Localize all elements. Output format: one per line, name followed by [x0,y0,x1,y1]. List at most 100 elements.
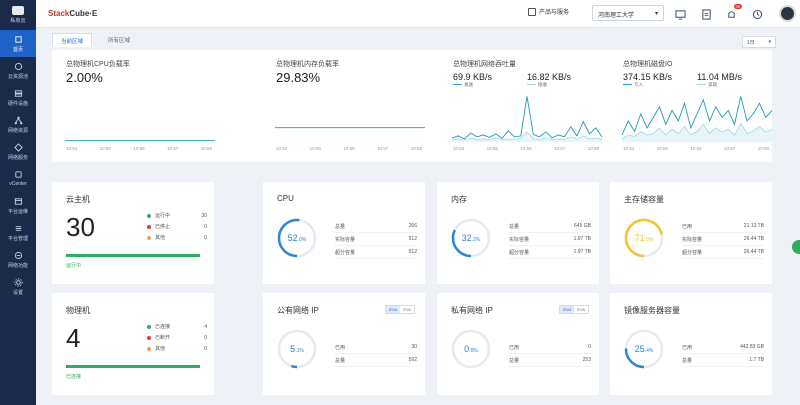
vm-card[interactable]: 云主机 30 运行中 30 已停止 0 其他 0 运行中 [52,182,214,284]
alert-badge: 99 [733,4,742,9]
status-label: 其他 [155,346,166,352]
disk-io-chart [621,96,773,142]
time-range-select[interactable]: 1日 ▾ [742,36,776,48]
document-icon[interactable] [701,7,712,20]
history-icon[interactable] [752,7,763,20]
sidebar-item-4[interactable]: 网络服务 [0,138,36,165]
usage-ring [277,329,317,369]
usage-percent-value: 32 [461,233,472,243]
status-row: 其他 0 [147,343,207,354]
metric-disk: 总物理机磁盘IO 374.15 KB/s 写入 11.04 MB/s 读取 10… [609,50,773,162]
vm-status-list: 运行中 30 已停止 0 其他 0 [147,210,207,243]
ip-version-option[interactable]: IPv6 [402,307,411,312]
tab-current-region[interactable]: 当前区域 [52,33,93,47]
sidebar-item-0[interactable]: 首页 [0,30,36,57]
metrics-panel: 总物理机CPU负载率 2.00% 10:54 10:55 10:56 10:57 10:… [52,50,773,162]
alert-bell-icon[interactable]: 99 [726,4,742,18]
detail-value: 26.44 TB [743,236,764,242]
tick-label: 10:56 [343,146,355,151]
sidebar-item-3[interactable]: 网络资源 [0,111,36,138]
sidebar-item-label: 设置 [12,289,23,296]
primary-storage-card[interactable]: 主存储容量 71.8% 已用 21.13 TB 实际容量 26.44 TB 超分容量 26.4… [610,182,772,284]
detail-key: 已用 [682,344,693,351]
detail-key: 总量 [509,223,520,230]
products-menu[interactable]: 产品与服务 [528,7,569,16]
usage-percent-value: 52 [287,233,298,243]
metric-value: 29.83% [276,70,321,85]
help-handle[interactable] [792,240,800,254]
tick-label: 10:56 [133,146,145,151]
tick-label: 10:55 [309,146,321,151]
host-card[interactable]: 物理机 4 已连接 4 已断开 0 其他 0 已连接 [52,293,214,395]
sidebar-item-9[interactable]: 设置 [0,273,36,300]
org-select[interactable]: 河南理工大学 ▾ [592,5,664,21]
cloud-logo-icon [12,6,24,15]
bar-caption: 已连接 [66,374,82,380]
status-value: 0 [204,345,207,352]
metric-ticks: 10:54 10:55 10:56 10:57 10:58 [623,146,769,151]
tick-label: 10:55 [486,146,498,151]
status-row: 已断开 0 [147,332,207,343]
sidebar-item-5[interactable]: vCenter [0,165,36,192]
detail-key: 总量 [335,357,346,364]
usage-percent: 5.1% [275,327,319,371]
status-dot [147,213,151,218]
avatar[interactable] [779,5,796,22]
memory-card[interactable]: 内存 32.2% 总量 645 GB 实际容量 1.97 TB 超分容量 1.97 TB [437,182,599,284]
host-connected-bar [66,365,200,368]
tick-label: 10:55 [99,146,111,151]
tick-label: 10:56 [520,146,532,151]
metric-value-read: 11.04 MB/s [697,72,742,82]
usage-percent: 32.2% [449,216,493,260]
ip-version-option[interactable]: IPv4 [385,306,400,313]
usage-ring [624,329,664,369]
ip-version-toggle[interactable]: IPv4 IPv6 [384,305,415,314]
sidebar-brand[interactable]: 私有云 [0,0,36,30]
sidebar-item-label: vCenter [9,181,27,187]
status-value: 30 [201,212,207,219]
detail-row: 总量 266 [335,220,417,233]
legend-label: 接收 [538,82,547,87]
detail-row: 总量 1.7 TB [682,354,764,367]
usage-details: 已用 442.83 GB 总量 1.7 TB [682,341,764,367]
status-dot [147,235,151,240]
usage-ring [624,218,664,258]
host-status-list: 已连接 4 已断开 0 其他 0 [147,321,207,354]
detail-row: 已用 0 [509,341,591,354]
memory-load-chart [275,127,425,129]
ip-version-option[interactable]: IPv4 [559,306,574,313]
sidebar-item-7[interactable]: 平台管理 [0,219,36,246]
grid-icon [528,7,536,16]
monitor-icon[interactable] [675,7,686,20]
series-line [451,131,603,141]
product-logo[interactable]: StackCube·E [48,9,97,18]
usage-percent-unit: .1% [295,347,304,354]
public-ip-card[interactable]: 公有网络 IP IPv4 IPv6 5.1% 已用 30 总量 592 [263,293,425,395]
ip-version-toggle[interactable]: IPv4 IPv6 [558,305,589,314]
sidebar-item-1[interactable]: 云资源池 [0,57,36,84]
tick-label: 10:58 [410,146,422,151]
cpu-card[interactable]: CPU 52.0% 总量 266 实际容量 512 超分容量 512 [263,182,425,284]
status-value: 0 [204,223,207,230]
vcenter-icon [14,171,22,178]
card-title: 主存储容量 [624,195,664,204]
metric-memory: 总物理机内存负载率 29.83% 10:54 10:55 10:56 10:57 10:… [262,50,437,162]
status-row: 其他 0 [147,232,207,243]
detail-row: 实际容量 26.44 TB [682,233,764,246]
metric-title: 总物理机内存负载率 [276,61,339,68]
sidebar-item-2[interactable]: 硬件设施 [0,84,36,111]
host-count: 4 [66,323,81,353]
sidebar-item-8[interactable]: 网络功能 [0,246,36,273]
image-server-card[interactable]: 镜像服务器容量 25.4% 已用 442.83 GB 总量 1.7 TB [610,293,772,395]
status-dot [147,224,151,229]
tab-all-regions[interactable]: 所有区域 [108,38,131,44]
service-icon [13,142,23,152]
usage-percent: 52.0% [275,216,319,260]
time-range-value: 1日 [747,40,755,46]
private-ip-card[interactable]: 私有网络 IP IPv4 IPv6 0.0% 已用 0 总量 253 [437,293,599,395]
detail-key: 总量 [682,357,693,364]
detail-value: 266 [408,223,417,229]
vm-running-bar [66,254,200,257]
ip-version-option[interactable]: IPv6 [576,307,585,312]
sidebar-item-6[interactable]: 平台运维 [0,192,36,219]
